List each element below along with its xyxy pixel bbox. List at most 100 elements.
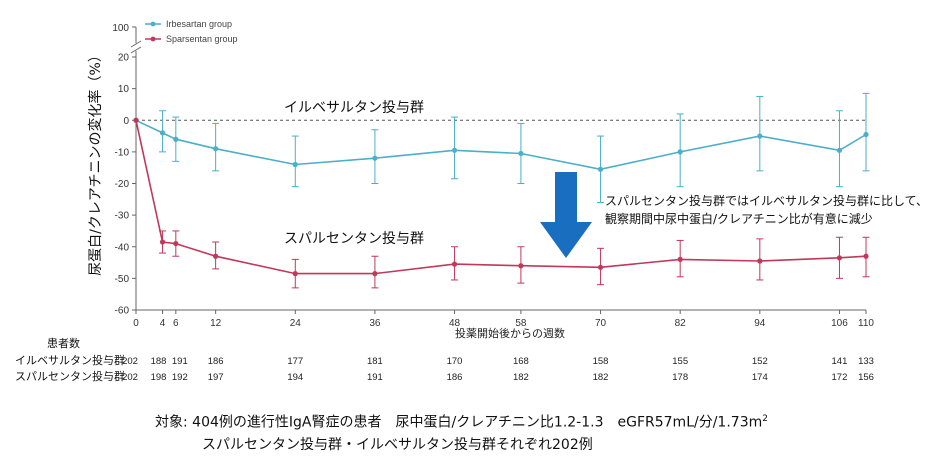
patient-count-cell: 172 <box>832 372 848 383</box>
footer-line-2: スパルセンタン投与群・イルベサルタン投与群それぞれ202例 <box>202 436 593 453</box>
patient-count-cell: 174 <box>752 372 768 383</box>
patient-count-header: 患者数 <box>47 337 80 350</box>
x-tick-label: 110 <box>858 318 874 329</box>
x-axis-label: 投薬開始後からの週数 <box>455 326 565 340</box>
y-tick-label: -20 <box>115 179 130 190</box>
data-point <box>372 271 378 277</box>
y-tick-label: -60 <box>115 306 130 317</box>
patient-count-cell: 181 <box>367 356 383 367</box>
data-point <box>159 130 166 136</box>
data-point <box>133 117 139 123</box>
patient-count-cell: 133 <box>858 356 874 367</box>
patient-count-table: 患者数 イルベサルタン投与群 スパルセンタン投与群 202 188 191 186 17… <box>15 337 874 383</box>
data-point <box>836 255 843 261</box>
y-tick-label: -30 <box>115 211 130 222</box>
patient-count-cell: 191 <box>367 372 383 383</box>
x-tick-label: 70 <box>595 318 607 329</box>
y-axis-label: 尿蛋白/クレアチニンの変化率（%） <box>87 48 104 276</box>
x-tick-label: 36 <box>369 318 381 329</box>
patient-count-cell: 197 <box>208 372 224 383</box>
data-point <box>292 271 298 277</box>
sparsentan-group-label: スパルセンタン投与群 <box>284 231 424 247</box>
data-point <box>597 264 604 270</box>
patient-count-cell: 198 <box>151 372 167 383</box>
data-point <box>159 239 166 245</box>
x-tick-label: 94 <box>754 318 766 329</box>
data-point <box>757 133 763 139</box>
data-point <box>292 161 298 168</box>
x-tick-label: 4 <box>160 318 166 329</box>
y-tick-label: 20 <box>118 53 130 64</box>
y-tick-label-100: 100 <box>112 23 129 34</box>
chart-legend: Irbesartan group Sparsentan group <box>145 19 238 44</box>
y-axis-break-mark-2 <box>130 46 142 54</box>
patient-count-cell: 186 <box>447 372 463 383</box>
patient-count-cell: 156 <box>858 372 874 383</box>
series-line-irbesartan-group <box>135 119 867 171</box>
legend-label-irbesartan-group: Irbesartan group <box>166 19 232 29</box>
legend-marker-irbesartan-group <box>150 21 156 27</box>
data-point <box>213 253 219 259</box>
patient-count-cell: 182 <box>593 372 609 383</box>
patient-count-cell: 202 <box>122 356 138 367</box>
patient-count-cell: 186 <box>208 356 224 367</box>
patient-row-label-irbesartan: イルベサルタン投与群 <box>15 353 125 367</box>
patient-count-cell: 177 <box>287 356 303 367</box>
down-arrow-icon <box>540 172 592 258</box>
x-tick-label: 12 <box>210 318 222 329</box>
data-point <box>518 150 524 157</box>
data-point <box>677 149 683 155</box>
data-point <box>757 258 763 264</box>
y-tick-label: -40 <box>115 242 130 253</box>
series-irbesartan-group <box>133 92 870 203</box>
data-point <box>173 240 179 247</box>
patient-count-cell: 202 <box>122 372 138 383</box>
data-point <box>372 155 378 161</box>
patient-count-cell: 191 <box>172 356 188 367</box>
y-tick-label: -50 <box>115 274 130 285</box>
y-tick-label: -10 <box>115 147 130 158</box>
data-point <box>597 166 604 172</box>
patient-count-cell: 178 <box>672 372 688 383</box>
legend-label-sparsentan-group: Sparsentan group <box>166 34 238 44</box>
y-tick-label: 10 <box>118 84 130 95</box>
x-tick-label: 106 <box>831 318 848 329</box>
patient-row-label-sparsentan: スパルセンタン投与群 <box>15 369 125 383</box>
patient-count-cell: 194 <box>287 372 303 383</box>
patient-count-cell: 141 <box>832 356 848 367</box>
annotation-line-1: スパルセンタン投与群ではイルベサルタン投与群に比して、 <box>605 193 928 208</box>
x-tick-label: 6 <box>173 318 179 329</box>
data-point <box>451 147 458 153</box>
chart-series <box>133 92 870 289</box>
data-point <box>451 261 458 267</box>
footer-line-1: 対象: 404例の進行性IgA腎症の患者 尿中蛋白/クレアチニン比1.2-1.3… <box>155 414 768 431</box>
x-tick-label: 24 <box>290 318 302 329</box>
data-point <box>173 136 179 142</box>
data-point <box>863 253 869 259</box>
x-tick-label: 0 <box>133 318 139 329</box>
patient-count-cell: 192 <box>172 372 188 383</box>
data-point <box>677 256 683 262</box>
patient-count-cell: 168 <box>513 356 529 367</box>
x-tick-label: 48 <box>449 318 461 329</box>
patient-count-cell: 155 <box>672 356 688 367</box>
patient-count-cell: 152 <box>752 356 768 367</box>
patient-count-cell: 182 <box>513 372 529 383</box>
data-point <box>836 147 843 153</box>
series-sparsentan-group <box>133 117 870 289</box>
patient-count-cell: 170 <box>447 356 463 367</box>
y-axis-break-mark-1 <box>130 40 142 48</box>
data-point <box>863 131 869 138</box>
data-point <box>518 263 524 269</box>
x-tick-label: 82 <box>675 318 687 329</box>
x-tick-label: 58 <box>515 318 527 329</box>
patient-count-cell: 158 <box>593 356 609 367</box>
study-footer: 対象: 404例の進行性IgA腎症の患者 尿中蛋白/クレアチニン比1.2-1.3… <box>155 408 935 456</box>
y-tick-label: 0 <box>123 116 129 127</box>
patient-count-cell: 188 <box>151 356 167 367</box>
annotation-line-2: 観察期間中尿中蛋白/クレアチニン比が有意に減少 <box>605 211 873 226</box>
legend-marker-sparsentan-group <box>150 36 156 42</box>
data-point <box>213 146 219 152</box>
